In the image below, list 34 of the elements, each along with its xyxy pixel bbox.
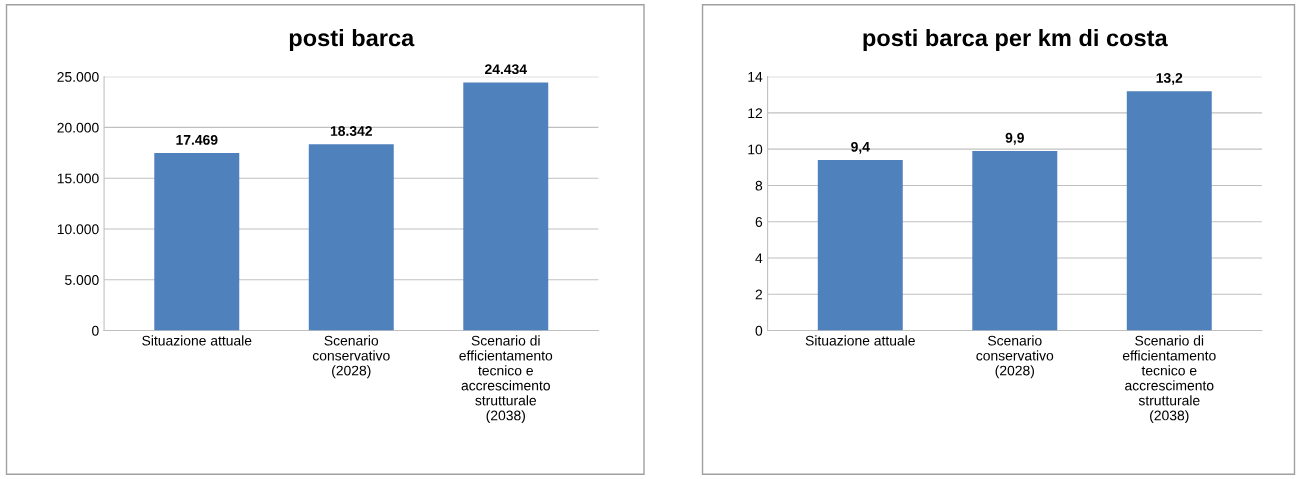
data-label: 9,9: [1005, 132, 1024, 145]
x-tick-label: Scenario di efficientamento tecnico e accrescimento strutturale (2038): [1122, 335, 1216, 424]
y-tick-label: 10.000: [57, 224, 99, 235]
chart-title: posti barca per km di costa: [863, 28, 1168, 51]
y-tick-label: 20.000: [57, 122, 99, 133]
x-tick-label: Scenario di efficientamento tecnico e accrescimento strutturale (2038): [459, 335, 553, 424]
y-tick-label: 0: [755, 325, 763, 336]
y-tick-label: 4: [755, 253, 763, 264]
y-tick-label: 0: [92, 325, 99, 336]
y-tick-label: 15.000: [57, 173, 99, 184]
data-label: 9,4: [851, 141, 870, 154]
x-tick-label: Situazione attuale: [805, 335, 915, 346]
y-tick-label: 2: [755, 289, 763, 300]
bar: [972, 150, 1058, 331]
data-label: 17.469: [176, 134, 218, 145]
y-tick-label: 6: [755, 217, 763, 227]
data-label: 18.342: [330, 126, 372, 136]
y-tick-label: 25.000: [57, 71, 99, 82]
chart-title: posti barca: [289, 28, 415, 51]
bar: [1126, 91, 1212, 331]
x-tick-label: Scenario conservativo (2028): [312, 335, 390, 379]
bar: [463, 82, 549, 331]
bar: [308, 144, 394, 331]
x-tick-label: Situazione attuale: [142, 335, 252, 346]
bar: [817, 160, 903, 331]
x-tick-label: Scenario conservativo (2028): [976, 335, 1054, 379]
y-tick-label: 5.000: [65, 275, 99, 285]
y-tick-label: 12: [748, 108, 763, 118]
y-tick-label: 10: [748, 144, 763, 155]
y-tick-label: 8: [755, 180, 763, 191]
data-label: 13,2: [1156, 73, 1183, 85]
bar: [154, 153, 240, 331]
y-tick-label: 14: [748, 72, 763, 82]
data-label: 24.434: [485, 64, 527, 75]
